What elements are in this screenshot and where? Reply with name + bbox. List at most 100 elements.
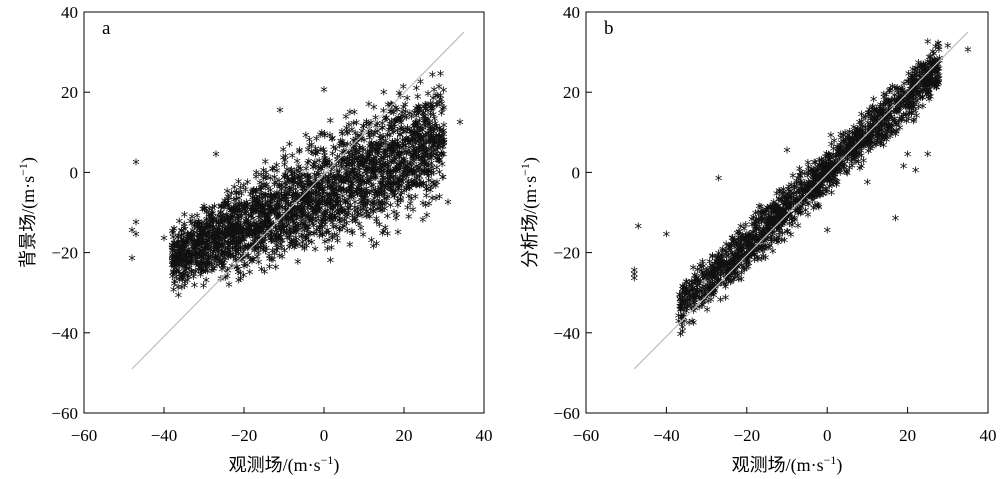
data-point-a: * bbox=[238, 187, 246, 205]
data-point-a: * bbox=[413, 81, 421, 99]
data-point-a: * bbox=[177, 248, 185, 266]
data-point-a: * bbox=[321, 146, 329, 164]
data-point-a: * bbox=[245, 249, 253, 267]
data-point-a: * bbox=[421, 117, 429, 135]
data-point-a: * bbox=[348, 181, 356, 199]
data-point-a: * bbox=[364, 194, 372, 212]
data-point-a: * bbox=[414, 105, 422, 123]
data-point-b: * bbox=[804, 179, 812, 197]
data-point-a: * bbox=[168, 254, 176, 272]
x-axis-title-sup-b: −1 bbox=[824, 453, 837, 467]
data-point-a: * bbox=[273, 238, 281, 256]
data-point-a: * bbox=[216, 234, 224, 252]
data-point-a: * bbox=[299, 217, 307, 235]
data-point-b: * bbox=[888, 119, 896, 137]
data-point-a: * bbox=[232, 203, 240, 221]
data-point-a: * bbox=[392, 212, 400, 230]
data-point-a: * bbox=[293, 203, 301, 221]
data-point-a: * bbox=[250, 239, 258, 257]
data-point-b: * bbox=[698, 291, 706, 309]
data-point-a: * bbox=[421, 149, 429, 167]
data-point-a: * bbox=[255, 198, 263, 216]
data-point-a: * bbox=[233, 261, 241, 279]
data-point-a: * bbox=[197, 226, 205, 244]
data-point-a: * bbox=[347, 179, 355, 197]
data-point-a: * bbox=[202, 227, 210, 245]
data-point-a: * bbox=[211, 234, 219, 252]
data-point-a: * bbox=[196, 244, 204, 262]
scatter-marks-b: *************** *************************… bbox=[630, 35, 972, 346]
data-point-a: * bbox=[329, 202, 337, 220]
data-point-a: * bbox=[306, 196, 314, 214]
data-point-a: * bbox=[410, 126, 418, 144]
data-point-a: * bbox=[282, 179, 290, 197]
y-tick-label: −40 bbox=[51, 324, 78, 343]
data-point-a: * bbox=[387, 177, 395, 195]
data-point-a: * bbox=[213, 229, 221, 247]
data-point-a: * bbox=[294, 177, 302, 195]
data-point-a: * bbox=[263, 178, 271, 196]
data-point-b: * bbox=[900, 108, 908, 126]
data-point-a: * bbox=[238, 232, 246, 250]
x-tick-label: 0 bbox=[320, 426, 329, 445]
data-point-a: * bbox=[179, 240, 187, 258]
data-point-a: * bbox=[406, 156, 414, 174]
data-point-a: * bbox=[390, 164, 398, 182]
data-point-a: * bbox=[412, 101, 420, 119]
data-point-a: * bbox=[347, 171, 355, 189]
data-point-a: * bbox=[237, 197, 245, 215]
data-point-a: * bbox=[292, 221, 300, 239]
data-point-a: * bbox=[268, 203, 276, 221]
data-point-a: * bbox=[202, 236, 210, 254]
data-point-a: * bbox=[304, 156, 312, 174]
data-point-a: * bbox=[347, 187, 355, 205]
data-point-a: * bbox=[194, 237, 202, 255]
data-point-a: * bbox=[202, 236, 210, 254]
data-point-a: * bbox=[328, 160, 336, 178]
data-point-a: * bbox=[330, 188, 338, 206]
data-point-a: * bbox=[275, 230, 283, 248]
data-point-a: * bbox=[277, 224, 285, 242]
data-point-a: * bbox=[246, 218, 254, 236]
reference-line-b bbox=[633, 31, 969, 370]
data-point-a: * bbox=[180, 269, 188, 287]
data-point-a: * bbox=[363, 165, 371, 183]
data-point-a: * bbox=[181, 264, 189, 282]
y-axis-title-close-a: ) bbox=[18, 157, 39, 163]
data-point-a: * bbox=[424, 144, 432, 162]
data-point-a: * bbox=[378, 178, 386, 196]
data-point-a: * bbox=[408, 158, 416, 176]
data-point-a: * bbox=[181, 254, 189, 272]
data-point-a: * bbox=[370, 166, 378, 184]
data-point-a: * bbox=[320, 83, 328, 101]
data-point-a: * bbox=[296, 174, 304, 192]
data-point-a: * bbox=[198, 259, 206, 277]
data-point-a: * bbox=[169, 266, 177, 284]
data-point-a: * bbox=[312, 202, 320, 220]
data-point-a: * bbox=[323, 226, 331, 244]
data-point-b: * bbox=[920, 84, 928, 102]
data-point-a: * bbox=[429, 176, 437, 194]
data-point-a: * bbox=[192, 257, 200, 275]
data-point-a: * bbox=[349, 170, 357, 188]
data-point-a: * bbox=[208, 229, 216, 247]
data-point-a: * bbox=[397, 160, 405, 178]
data-point-b: * bbox=[783, 143, 791, 161]
data-point-b: * bbox=[912, 163, 920, 181]
data-point-a: * bbox=[403, 159, 411, 177]
data-point-a: * bbox=[210, 245, 218, 263]
data-point-a: * bbox=[240, 201, 248, 219]
data-point-a: * bbox=[354, 187, 362, 205]
data-point-a: * bbox=[227, 204, 235, 222]
data-point-a: * bbox=[353, 185, 361, 203]
data-point-a: * bbox=[417, 130, 425, 148]
data-point-a: * bbox=[182, 247, 190, 265]
data-point-a: * bbox=[324, 188, 332, 206]
data-point-a: * bbox=[245, 227, 253, 245]
data-point-a: * bbox=[342, 210, 350, 228]
data-point-a: * bbox=[290, 209, 298, 227]
data-point-a: * bbox=[375, 196, 383, 214]
data-point-a: * bbox=[352, 183, 360, 201]
y-tick-label: −60 bbox=[553, 404, 580, 423]
data-point-a: * bbox=[388, 143, 396, 161]
